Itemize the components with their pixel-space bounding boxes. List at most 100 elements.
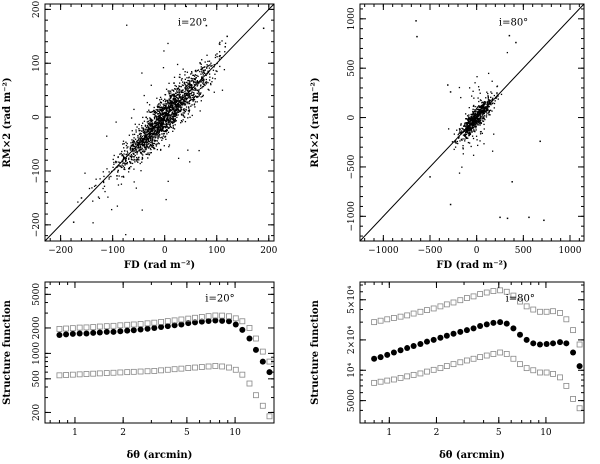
data-point [484,109,486,112]
data-point [464,133,467,135]
lower-bound-point [570,396,576,402]
data-point [188,109,190,111]
data-point [162,127,165,129]
data-point [132,153,135,155]
data-point [152,126,154,128]
data-point [468,129,470,131]
data-point [460,96,462,99]
data-point [481,110,483,113]
data-point [187,88,190,90]
data-point [148,111,150,113]
data-point [476,118,478,120]
data-point [204,61,206,63]
data-point [192,80,194,82]
data-point [133,137,135,139]
data-point [200,73,202,75]
data-point [127,168,130,170]
lower-bound-point [164,366,171,373]
data-point [138,123,140,126]
data-point [475,120,477,122]
data-point [484,118,486,121]
data-point [199,110,201,112]
data-point [146,137,149,139]
data-point [473,123,476,125]
data-point [146,139,148,141]
data-point [165,126,167,128]
data-point [187,82,189,84]
data-point [200,63,202,65]
data-point [482,117,485,119]
data-point [168,121,170,123]
data-point [480,112,482,115]
data-point [479,115,481,117]
data-point [147,120,149,122]
data-point [163,50,165,52]
data-point [461,166,463,168]
data-point [193,104,195,106]
data-point [160,127,162,129]
data-point [158,108,160,111]
data-point [143,139,145,141]
structure-function-point [497,319,504,326]
structure-function-point [232,321,239,328]
data-point [468,132,470,134]
lower-bound-point [391,376,397,383]
data-point [178,95,181,97]
data-point [123,150,126,152]
data-point [141,143,144,145]
data-point [137,140,139,142]
data-point [486,107,488,109]
data-point [196,80,199,83]
data-point [144,136,146,138]
data-point [480,104,483,107]
data-point [152,113,154,115]
data-point [181,95,183,98]
data-point [138,141,141,143]
data-point [168,82,170,84]
data-point [479,124,481,126]
data-point [472,90,474,92]
lower-bound-point [56,372,63,379]
upper-bound-point [253,335,259,342]
data-point [182,108,185,111]
data-point [177,104,179,106]
upper-bound-point [205,313,212,320]
data-point [144,146,147,148]
data-point [150,136,153,138]
data-point [482,101,484,103]
data-point [189,93,191,95]
data-point [214,73,216,75]
data-point [135,147,137,149]
data-point [160,109,163,112]
data-point [491,92,493,95]
data-point [167,131,170,134]
data-point [479,114,481,116]
data-point [183,110,185,112]
data-point [108,176,110,178]
data-point [189,82,191,85]
data-point [125,157,127,159]
data-point [181,106,183,108]
data-point [463,134,466,136]
data-point [146,133,148,136]
data-point [178,106,180,108]
data-point [130,158,133,161]
data-point [467,125,469,128]
data-point [479,116,482,118]
data-point [156,126,159,128]
data-point [142,116,144,119]
data-point [156,109,158,111]
data-point [192,74,194,76]
data-point [157,115,159,118]
data-point [193,75,196,77]
data-point [466,123,469,125]
data-point [461,139,463,141]
lower-bound-point [430,366,437,373]
data-point [151,140,153,143]
data-point [141,156,144,159]
data-point [172,93,174,96]
structure-function-point [185,320,192,327]
data-point [477,110,479,112]
structure-function-point [430,336,437,343]
outlier-point [506,217,509,220]
